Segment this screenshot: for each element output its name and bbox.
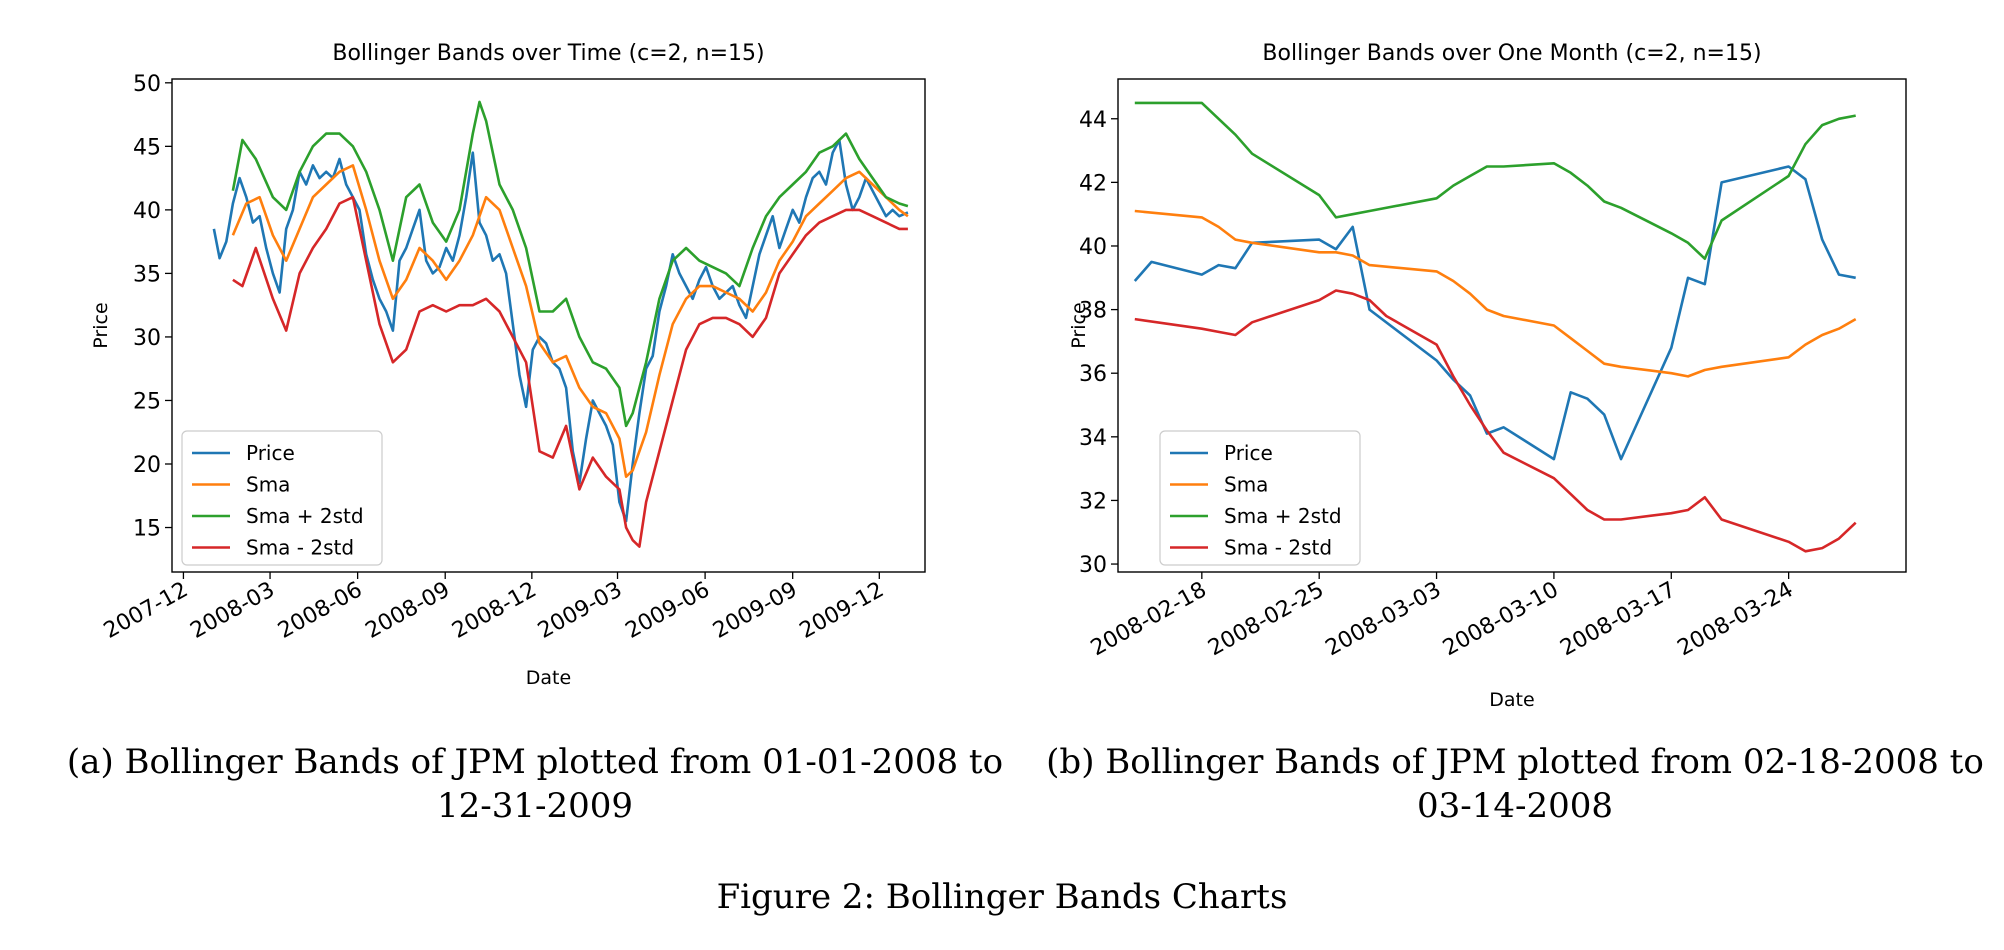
- y-tick-label: 15: [133, 517, 161, 542]
- y-tick-label: 40: [1079, 235, 1107, 260]
- series-line-sma-2std: [1134, 101, 1856, 260]
- series-line-sma: [1134, 209, 1857, 378]
- series-line-price: [212, 138, 909, 523]
- chart-title: Bollinger Bands over One Month (c=2, n=1…: [1262, 41, 1761, 66]
- y-tick-label: 44: [1079, 108, 1107, 133]
- plot-frame: [1117, 78, 1907, 573]
- x-tick-label: 2009-03: [534, 577, 627, 643]
- y-tick-label: 50: [133, 72, 161, 97]
- y-tick-label: 34: [1079, 426, 1107, 451]
- x-tick-label: 2008-03-03: [1322, 577, 1446, 661]
- legend-label: Sma - 2std: [1224, 536, 1332, 560]
- x-axis-label: Date: [526, 667, 571, 689]
- series-line-sma-2std: [232, 195, 908, 548]
- legend-box: [181, 430, 383, 566]
- x-tick-label: 2008-03: [186, 577, 279, 643]
- series-line-sma-2std: [231, 100, 909, 428]
- figure-caption: Figure 2: Bollinger Bands Charts: [716, 877, 1288, 917]
- y-axis-label: Price: [1068, 302, 1090, 348]
- y-tick-label: 45: [133, 135, 161, 160]
- legend-label: Price: [246, 441, 295, 465]
- y-tick-label: 40: [133, 199, 161, 224]
- y-tick-label: 25: [133, 389, 161, 414]
- x-tick-label: 2008-03-17: [1556, 577, 1680, 661]
- legend-label: Price: [1224, 441, 1273, 465]
- legend-label: Sma: [246, 473, 290, 497]
- x-tick-label: 2008-06: [274, 577, 367, 643]
- legend-label: Sma - 2std: [246, 536, 354, 560]
- series-line-sma-2std: [1134, 289, 1857, 553]
- series-group: [1133, 101, 1857, 553]
- y-axis-label: Price: [90, 302, 112, 348]
- y-tick-label: 36: [1079, 362, 1107, 387]
- chart-panel-b: 30323436384042442008-02-182008-02-252008…: [1068, 41, 1907, 711]
- legend-label: Sma: [1224, 473, 1268, 497]
- legend-box: [1159, 430, 1361, 566]
- chart-title: Bollinger Bands over Time (c=2, n=15): [332, 41, 764, 66]
- legend-label: Sma + 2std: [1224, 504, 1342, 528]
- y-tick-label: 30: [1079, 553, 1107, 578]
- y-tick-label: 30: [133, 326, 161, 351]
- x-tick-label: 2008-02-25: [1204, 577, 1328, 661]
- series-line-price: [1133, 165, 1856, 461]
- x-tick-label: 2008-09: [362, 577, 455, 643]
- x-tick-label: 2008-03-10: [1439, 577, 1563, 661]
- legend-label: Sma + 2std: [246, 504, 364, 528]
- y-tick-label: 38: [1079, 299, 1107, 324]
- x-tick-label: 2009-06: [621, 577, 714, 643]
- y-tick-label: 35: [133, 262, 161, 287]
- caption-b: (b) Bollinger Bands of JPM plotted from …: [1046, 742, 1984, 826]
- caption-a: (a) Bollinger Bands of JPM plotted from …: [66, 742, 1004, 826]
- legend: Price Sma Sma + 2std Sma - 2std: [181, 430, 383, 566]
- x-tick-label: 2008-03-24: [1674, 577, 1798, 661]
- series-group: [212, 100, 909, 548]
- plot-frame: [171, 78, 926, 573]
- chart-panel-a: 15202530354045502007-122008-032008-06200…: [90, 41, 926, 689]
- x-tick-label: 2009-12: [796, 577, 889, 643]
- x-tick-label: 2008-02-18: [1087, 577, 1211, 661]
- series-line-sma: [231, 164, 909, 478]
- y-tick-label: 20: [133, 453, 161, 478]
- y-tick-label: 42: [1079, 171, 1107, 196]
- x-tick-label: 2008-12: [448, 577, 541, 643]
- x-axis-label: Date: [1489, 689, 1534, 711]
- legend: Price Sma Sma + 2std Sma - 2std: [1159, 430, 1361, 566]
- y-tick-label: 32: [1079, 489, 1107, 514]
- x-tick-label: 2009-09: [709, 577, 802, 643]
- x-tick-label: 2007-12: [100, 577, 193, 643]
